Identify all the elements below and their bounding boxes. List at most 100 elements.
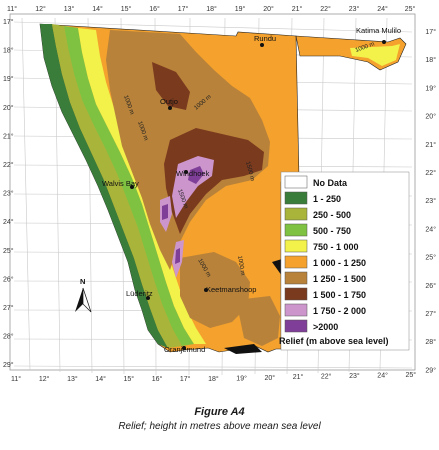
legend-swatch	[284, 239, 308, 253]
tick-label: 23°	[3, 190, 14, 198]
legend-label: No Data	[313, 178, 348, 188]
town-marker	[146, 296, 150, 300]
tick-label: 16°	[152, 375, 163, 383]
town-marker	[182, 346, 186, 350]
legend-swatch	[284, 191, 308, 205]
tick-label: 18°	[3, 47, 14, 55]
tick-label: 20°	[263, 5, 274, 13]
tick-label: 14°	[95, 375, 106, 383]
tick-label: 14°	[92, 5, 103, 13]
tick-label: 18°	[208, 375, 219, 383]
tick-label: 21°	[293, 373, 304, 381]
tick-label: 25°	[406, 371, 417, 379]
ticks-right: 17° 18° 19° 20° 21° 22° 23° 24° 25° 26° 27° 28° 29°	[425, 28, 436, 374]
legend-title: Relief (m above sea level)	[279, 336, 389, 346]
place-windhoek: Windhoek	[176, 169, 210, 178]
tick-label: 23°	[349, 5, 360, 13]
tick-label: 27°	[3, 304, 14, 312]
tick-label: 25°	[425, 254, 436, 262]
town-marker	[168, 106, 172, 110]
tick-label: 25°	[405, 5, 416, 13]
legend-label: 250 - 500	[313, 210, 351, 220]
town-marker	[382, 40, 386, 44]
tick-label: 12°	[39, 375, 50, 383]
place-katima-mulilo: Katima Mulilo	[356, 26, 401, 35]
tick-label: 28°	[425, 338, 436, 346]
tick-label: 15°	[124, 375, 135, 383]
relief-map: 1000 m 1000 m 1500 m 1000 m 1500 m 1000 …	[3, 5, 436, 383]
tick-label: 19°	[3, 75, 14, 83]
legend-swatch	[284, 303, 308, 317]
tick-label: 29°	[3, 361, 14, 369]
tick-label: 25°	[3, 247, 14, 255]
tick-label: 19°	[236, 374, 247, 382]
legend-swatch	[284, 271, 308, 285]
caption-subtitle: Relief; height in metres above mean sea …	[118, 421, 321, 432]
tick-label: 21°	[3, 132, 14, 140]
north-arrow: N	[75, 277, 92, 313]
legend-swatch	[284, 207, 308, 221]
contour-label: 1000 m	[236, 255, 245, 276]
place-walvis-bay: Walvis Bay	[102, 179, 139, 188]
place-oranjemund: Oranjemund	[164, 345, 205, 354]
tick-label: 13°	[64, 5, 75, 13]
tick-label: 22°	[425, 169, 436, 177]
tick-label: 17°	[178, 5, 189, 13]
tick-label: 23°	[425, 197, 436, 205]
place-rundu: Rundu	[254, 34, 276, 43]
tick-label: 15°	[121, 5, 132, 13]
legend-swatch	[284, 255, 308, 269]
upland-1500	[164, 128, 264, 234]
tick-label: 17°	[180, 375, 191, 383]
legend-swatch	[284, 223, 308, 237]
legend-swatch	[284, 319, 308, 333]
relief-layers	[39, 23, 407, 354]
tick-label: 20°	[3, 104, 14, 112]
tick-label: 16°	[149, 5, 160, 13]
tick-label: 11°	[11, 375, 21, 383]
legend-swatch	[284, 287, 308, 301]
tick-label: 19°	[425, 84, 436, 92]
tick-label: 17°	[425, 28, 436, 36]
place-luderitz: Lüderitz	[126, 289, 153, 298]
town-marker	[204, 288, 208, 292]
tick-label: 20°	[425, 113, 436, 121]
tick-label: 22°	[320, 5, 331, 13]
tick-label: 21°	[425, 141, 436, 149]
legend-label: 500 - 750	[313, 226, 351, 236]
tick-label: 28°	[3, 333, 14, 341]
north-label: N	[80, 277, 85, 286]
legend-label: 1 750 - 2 000	[313, 306, 366, 316]
town-marker	[260, 43, 264, 47]
ticks-bottom: 11° 12° 13° 14° 15° 16° 17° 18° 19° 20° 21° 22° 23° 2…	[11, 371, 416, 383]
legend-label: 1 500 - 1 750	[313, 290, 366, 300]
tick-label: 11°	[7, 5, 17, 13]
tick-label: 19°	[235, 5, 246, 13]
tick-label: 21°	[292, 5, 303, 13]
map-canvas: 1000 m 1000 m 1500 m 1000 m 1500 m 1000 …	[3, 5, 436, 383]
tick-label: 18°	[206, 5, 217, 13]
tick-label: 20°	[265, 374, 276, 382]
ticks-left: 17° 18° 19° 20° 21° 22° 23° 24° 25° 26° 27° 28° 29°	[3, 18, 14, 369]
tick-label: 12°	[35, 5, 46, 13]
coastal-lowland	[40, 24, 168, 348]
tick-label: 24°	[377, 5, 388, 13]
tick-label: 29°	[425, 366, 436, 374]
north-arrow-icon	[75, 288, 83, 312]
tick-label: 24°	[425, 225, 436, 233]
ticks-top: 11° 12° 13° 14° 15° 16° 17° 18° 19° 20° 21° 22° 23° 2…	[7, 5, 416, 13]
tick-label: 17°	[3, 18, 14, 26]
tick-label: 18°	[425, 56, 436, 64]
legend-swatch	[284, 175, 308, 189]
legend: No Data 1 - 250 250 - 500 500 - 750 750 - 1 …	[279, 171, 410, 351]
tick-label: 26°	[425, 282, 436, 290]
legend-label: 1 250 - 1 500	[313, 274, 366, 284]
place-keetmanshoop: Keetmanshoop	[206, 285, 256, 294]
tick-label: 22°	[321, 373, 332, 381]
tick-label: 22°	[3, 161, 14, 169]
place-outjo: Outjo	[160, 97, 178, 106]
tick-label: 13°	[67, 375, 78, 383]
town-marker	[184, 170, 188, 174]
tick-label: 26°	[3, 275, 14, 283]
places: Rundu Katima Mulilo Outjo Walvis Bay Win…	[102, 26, 401, 354]
